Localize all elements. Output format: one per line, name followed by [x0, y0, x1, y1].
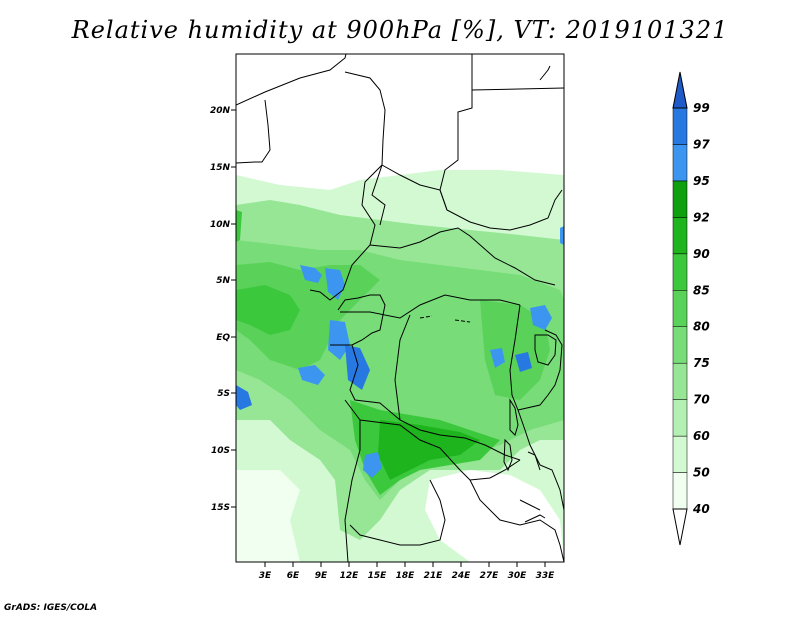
lon-label-18e: 18E: [396, 571, 416, 581]
colorbar-band: [672, 217, 688, 255]
colorbar-label: 60: [693, 429, 710, 443]
lon-label-15e: 15E: [368, 571, 388, 581]
colorbar-top-arrow: [672, 71, 688, 109]
lat-label-5s: 5S: [217, 389, 230, 399]
colorbar-label: 99: [693, 101, 710, 115]
colorbar-band: [672, 326, 688, 364]
map-title: Relative humidity at 900hPa [%], VT: 201…: [71, 16, 729, 44]
longitude-labels: 3E 6E 9E 12E 15E 18E 21E 24E 27E 30E 33E: [259, 571, 555, 581]
colorbar-band: [672, 435, 688, 473]
colorbar-band: [672, 253, 688, 291]
lon-label-21e: 21E: [424, 571, 444, 581]
colorbar-bottom-arrow: [672, 508, 688, 546]
lon-label-30e: 30E: [508, 571, 528, 581]
lon-label-24e: 24E: [452, 571, 472, 581]
colorbar-label: 97: [693, 137, 710, 151]
latitude-ticks: [231, 109, 236, 508]
colorbar-label: 40: [692, 502, 710, 516]
colorbar: 40 50 60 70 75 80 85 90 92 95 97 99: [672, 71, 710, 546]
latitude-labels: 20N 15N 10N 5N EQ 5S 10S 15S: [210, 106, 231, 513]
lat-label-20n: 20N: [210, 106, 231, 116]
colorbar-band: [672, 399, 688, 437]
lon-label-12e: 12E: [340, 571, 360, 581]
colorbar-label: 92: [693, 210, 710, 224]
humidity-field: [236, 170, 564, 562]
colorbar-label: 95: [693, 174, 710, 188]
colorbar-band: [672, 290, 688, 327]
map-frame: [235, 53, 565, 563]
lat-label-10s: 10S: [211, 446, 230, 456]
lon-label-3e: 3E: [259, 571, 272, 581]
colorbar-label: 70: [693, 393, 710, 407]
lon-label-27e: 27E: [480, 571, 500, 581]
colorbar-band: [672, 180, 688, 218]
lon-label-9e: 9E: [315, 571, 328, 581]
grads-credit: GrADS: IGES/COLA: [4, 603, 98, 613]
colorbar-label: 50: [693, 466, 710, 480]
lon-label-6e: 6E: [287, 571, 300, 581]
lat-label-15n: 15N: [210, 163, 231, 173]
colorbar-label: 90: [693, 247, 710, 261]
colorbar-band: [672, 144, 688, 182]
colorbar-band: [672, 107, 688, 145]
colorbar-label: 80: [693, 320, 710, 334]
colorbar-label: 75: [693, 356, 710, 370]
country-borders: [236, 54, 564, 562]
lon-label-33e: 33E: [536, 571, 556, 581]
colorbar-band: [672, 362, 688, 400]
colorbar-label: 85: [693, 283, 710, 297]
lat-label-15s: 15S: [211, 503, 230, 513]
lat-label-10n: 10N: [210, 220, 231, 230]
lat-label-eq: EQ: [216, 333, 230, 343]
colorbar-band: [672, 472, 688, 510]
lakes: [419, 315, 557, 523]
longitude-ticks: [264, 562, 546, 567]
lat-label-5n: 5N: [216, 276, 230, 286]
